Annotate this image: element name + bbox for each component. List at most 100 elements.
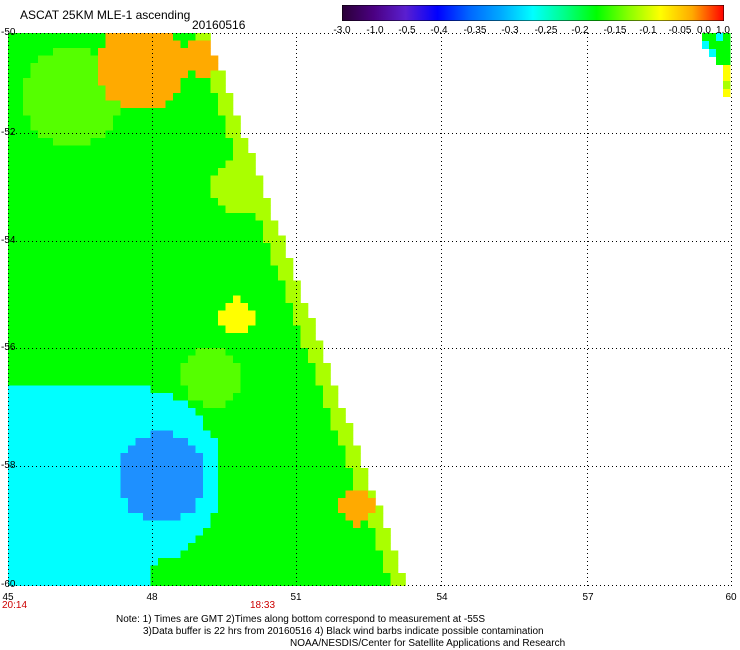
swath-cell: [300, 318, 309, 326]
swath-cell: [60, 115, 69, 124]
swath-cell: [188, 273, 196, 281]
swath-cell: [270, 258, 279, 266]
swath-cell: [315, 505, 324, 514]
swath-cell: [300, 378, 309, 386]
swath-cell: [45, 108, 54, 116]
swath-cell: [308, 348, 316, 356]
swath-cell: [218, 310, 226, 319]
swath-cell: [23, 400, 31, 409]
swath-cell: [53, 550, 61, 559]
swath-cell: [195, 535, 204, 544]
swath-cell: [90, 108, 99, 116]
swath-cell: [195, 100, 204, 109]
swath-cell: [173, 33, 181, 41]
swath-cell: [90, 505, 99, 514]
swath-cell: [8, 280, 16, 289]
lat-label: -58: [1, 460, 16, 471]
swath-cell: [300, 385, 309, 394]
swath-cell: [218, 205, 226, 214]
swath-cell: [210, 363, 219, 371]
swath-cell: [143, 93, 151, 101]
swath-cell: [218, 130, 226, 139]
swath-cell: [293, 513, 301, 521]
swath-cell: [113, 400, 121, 409]
swath-cell: [135, 363, 144, 371]
swath-cell: [68, 145, 76, 154]
swath-cell: [90, 258, 99, 266]
swath-cell: [203, 168, 211, 176]
swath-cell: [90, 183, 99, 191]
swath-cell: [165, 558, 174, 566]
swath-cell: [210, 460, 219, 469]
swath-cell: [218, 490, 226, 499]
swath-cells: [8, 33, 406, 589]
swath-cell: [300, 580, 309, 589]
swath-cell: [195, 295, 204, 304]
swath-cell: [83, 235, 91, 244]
swath-cell: [308, 580, 316, 589]
swath-cell: [68, 483, 76, 491]
swath-cell: [75, 303, 84, 311]
swath-cell: [278, 243, 286, 251]
swath-cell: [383, 573, 391, 581]
swath-cell: [83, 115, 91, 124]
swath-cell: [300, 558, 309, 566]
swath-cell: [278, 430, 286, 439]
swath-cell: [15, 160, 24, 169]
swath-cell: [218, 303, 226, 311]
swath-cell: [143, 363, 151, 371]
swath-cell: [709, 33, 717, 41]
swath-cell: [15, 423, 24, 431]
swath-cell: [113, 93, 121, 101]
swath-cell: [135, 288, 144, 296]
swath-cell: [210, 573, 219, 581]
swath-cell: [173, 385, 181, 394]
swath-cell: [23, 213, 31, 221]
swath-cell: [135, 355, 144, 364]
swath-cell: [90, 475, 99, 484]
swath-cell: [173, 505, 181, 514]
swath-cell: [233, 415, 241, 424]
swath-cell: [255, 190, 264, 199]
swath-cell: [180, 160, 189, 169]
swath-cell: [150, 243, 159, 251]
swath-cell: [248, 430, 256, 439]
swath-cell: [68, 220, 76, 229]
swath-cell: [105, 348, 114, 356]
swath-cell: [8, 318, 16, 326]
swath-cell: [113, 63, 121, 71]
swath-cell: [98, 513, 106, 521]
swath-cell: [23, 453, 31, 461]
swath-cell: [23, 258, 31, 266]
swath-cell: [233, 378, 241, 386]
swath-cell: [23, 108, 31, 116]
swath-cell: [188, 565, 196, 574]
swath-cell: [248, 258, 256, 266]
swath-cell: [105, 183, 114, 191]
swath-cell: [53, 340, 61, 349]
swath-cell: [158, 33, 166, 41]
swath-cell: [23, 115, 31, 124]
swath-cell: [203, 430, 211, 439]
swath-cell: [38, 438, 46, 446]
swath-cell: [30, 333, 39, 341]
swath-cell: [83, 535, 91, 544]
swath-cell: [45, 393, 54, 401]
swath-cell: [8, 340, 16, 349]
swath-cell: [173, 370, 181, 379]
swath-cell: [60, 318, 69, 326]
swath-cell: [173, 573, 181, 581]
swath-cell: [75, 190, 84, 199]
swath-cell: [75, 295, 84, 304]
swath-cell: [38, 70, 46, 79]
swath-cell: [248, 213, 256, 221]
swath-cell: [38, 63, 46, 71]
swath-cell: [195, 153, 204, 161]
swath-cell: [113, 355, 121, 364]
swath-cell: [195, 385, 204, 394]
swath-cell: [188, 228, 196, 236]
swath-cell: [105, 48, 114, 56]
swath-cell: [113, 445, 121, 454]
swath-cell: [98, 385, 106, 394]
swath-cell: [23, 325, 31, 334]
